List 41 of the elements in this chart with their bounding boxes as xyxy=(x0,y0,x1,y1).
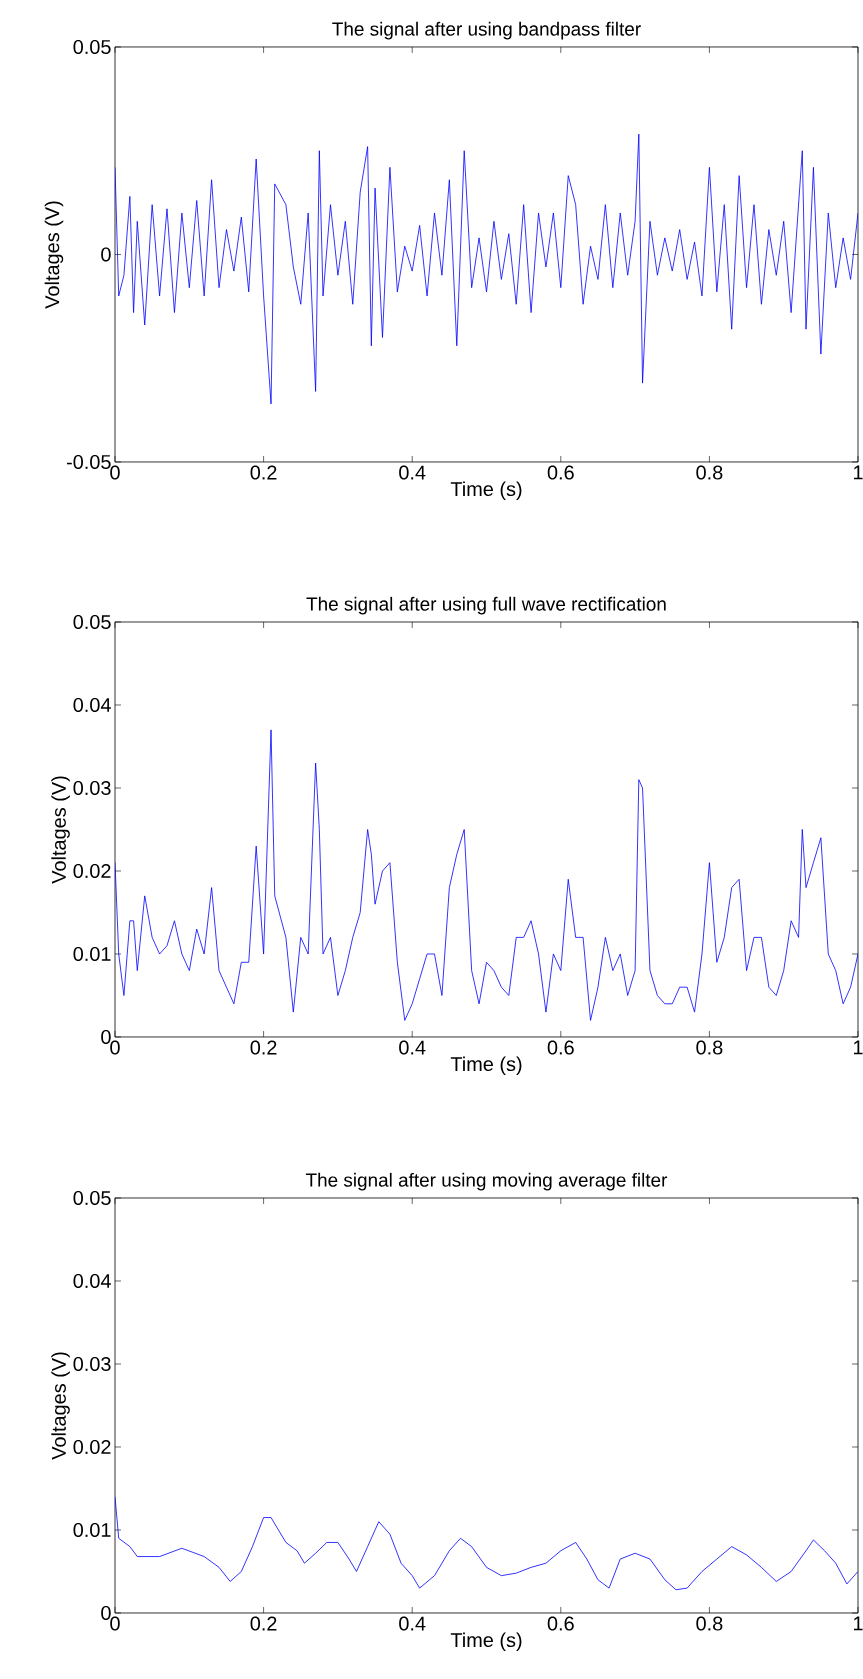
y-tick-label: -0.05 xyxy=(66,454,111,470)
x-tick-label: 0.6 xyxy=(547,1616,574,1631)
x-tick-label: 0.2 xyxy=(250,1616,277,1631)
x-tick-label: 0.6 xyxy=(547,1040,574,1055)
y-tick-label: 0.01 xyxy=(73,946,111,962)
y-tick-label: 0.04 xyxy=(73,1273,111,1289)
x-tick-label: 0.8 xyxy=(696,1616,723,1631)
x-tick-label: 1 xyxy=(853,1616,863,1631)
y-tick-label: 0 xyxy=(101,247,111,262)
line-series xyxy=(115,1496,859,1591)
y-tick-label: 0.05 xyxy=(73,614,111,630)
chart-title: The signal after using bandpass filter xyxy=(332,21,641,40)
line-series xyxy=(115,729,859,1021)
y-tick-label: 0.03 xyxy=(73,780,111,796)
x-tick-label: 0.4 xyxy=(399,1040,426,1055)
y-tick-label: 0.01 xyxy=(73,1522,111,1538)
x-tick-label: 0.2 xyxy=(250,465,277,480)
chart-title: The signal after using moving average filter xyxy=(305,1172,668,1191)
x-tick-label: 0.8 xyxy=(696,465,723,480)
y-tick-label: 0.02 xyxy=(73,863,111,879)
y-tick-label: 0 xyxy=(101,1605,111,1621)
y-tick-label: 0.05 xyxy=(73,1190,111,1206)
chart-title: The signal after using full wave rectification xyxy=(306,596,666,615)
y-tick-label: 0.04 xyxy=(73,697,111,713)
y-tick-label: 0.03 xyxy=(73,1356,111,1372)
x-axis-title: Time (s) xyxy=(450,1056,522,1076)
x-tick-label: 1 xyxy=(853,465,863,480)
x-axis-title: Time (s) xyxy=(450,1632,522,1652)
y-tick-label: 0.02 xyxy=(73,1439,111,1455)
x-tick-label: 1 xyxy=(853,1040,863,1055)
y-axis-title: Voltages (V) xyxy=(51,776,70,884)
y-tick-label: 0 xyxy=(101,1029,111,1045)
x-tick-label: 0.8 xyxy=(696,1040,723,1055)
x-tick-label: 0.6 xyxy=(547,465,574,480)
y-axis-title: Voltages (V) xyxy=(44,201,64,309)
y-axis-title: Voltages (V) xyxy=(51,1352,70,1460)
x-axis-title: Time (s) xyxy=(450,481,522,501)
y-tick-label: 0.05 xyxy=(73,39,111,55)
x-tick-label: 0.4 xyxy=(399,1616,426,1631)
x-tick-label: 0.2 xyxy=(250,1040,277,1055)
x-tick-label: 0.4 xyxy=(399,465,426,480)
